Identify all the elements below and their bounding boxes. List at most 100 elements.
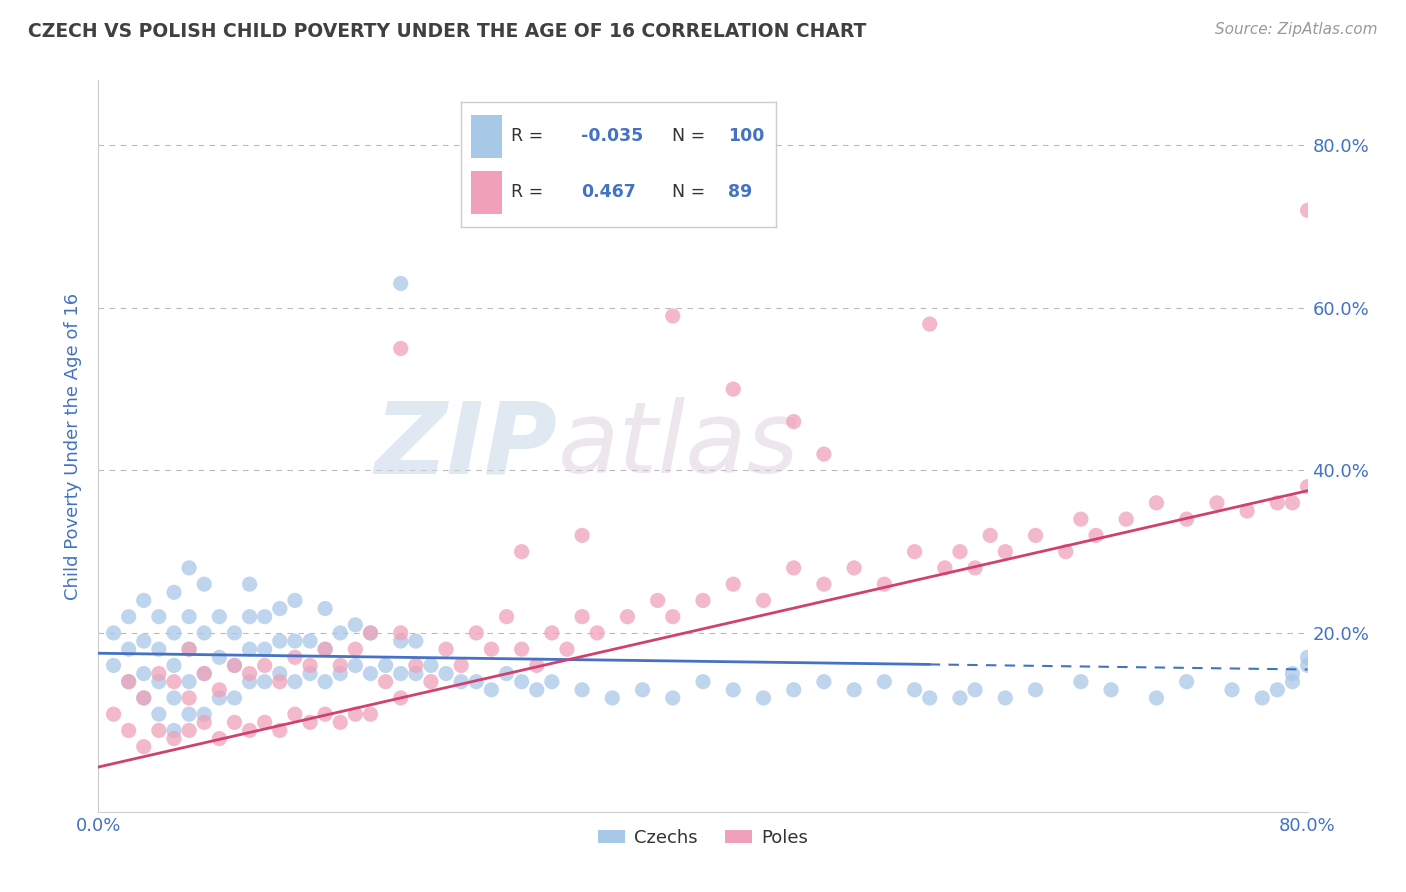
Point: [783, 415, 806, 429]
Point: [783, 682, 806, 697]
Point: [1024, 682, 1046, 697]
Point: [239, 666, 262, 681]
Point: [344, 617, 367, 632]
Point: [148, 609, 170, 624]
Point: [179, 642, 201, 657]
Point: [616, 609, 638, 624]
Point: [510, 544, 533, 558]
Point: [934, 561, 956, 575]
Point: [314, 642, 336, 657]
Point: [284, 707, 307, 722]
Point: [420, 658, 443, 673]
Point: [783, 561, 806, 575]
Point: [208, 690, 231, 705]
Point: [329, 715, 352, 730]
Point: [1220, 682, 1243, 697]
Point: [208, 731, 231, 746]
Point: [163, 674, 186, 689]
Point: [314, 642, 336, 657]
Point: [148, 666, 170, 681]
Point: [389, 342, 412, 356]
Point: [873, 674, 896, 689]
Point: [1024, 528, 1046, 542]
Point: [132, 666, 155, 681]
Point: [132, 634, 155, 648]
Point: [193, 666, 215, 681]
Point: [239, 577, 262, 591]
Point: [193, 666, 215, 681]
Point: [224, 715, 246, 730]
Point: [224, 658, 246, 673]
Point: [965, 682, 987, 697]
Point: [253, 658, 276, 673]
Point: [1144, 496, 1167, 510]
Point: [374, 658, 396, 673]
Point: [179, 690, 201, 705]
Point: [179, 561, 201, 575]
Point: [571, 609, 593, 624]
Point: [434, 666, 457, 681]
Y-axis label: Child Poverty Under the Age of 16: Child Poverty Under the Age of 16: [65, 293, 83, 599]
Point: [602, 690, 624, 705]
Point: [253, 609, 276, 624]
Point: [873, 577, 896, 591]
Point: [163, 585, 186, 599]
Point: [284, 634, 307, 648]
Point: [1281, 674, 1303, 689]
Point: [723, 382, 745, 396]
Point: [844, 682, 866, 697]
Point: [844, 561, 866, 575]
Point: [526, 658, 548, 673]
Text: Source: ZipAtlas.com: Source: ZipAtlas.com: [1215, 22, 1378, 37]
Point: [163, 658, 186, 673]
Point: [360, 626, 382, 640]
Point: [314, 601, 336, 615]
Point: [661, 609, 683, 624]
Point: [179, 609, 201, 624]
Point: [299, 634, 322, 648]
Point: [208, 609, 231, 624]
Point: [1267, 682, 1289, 697]
Point: [179, 642, 201, 657]
Point: [495, 666, 517, 681]
Point: [965, 561, 987, 575]
Point: [163, 731, 186, 746]
Text: CZECH VS POLISH CHILD POVERTY UNDER THE AGE OF 16 CORRELATION CHART: CZECH VS POLISH CHILD POVERTY UNDER THE …: [28, 22, 866, 41]
Point: [224, 626, 246, 640]
Text: ZIP: ZIP: [375, 398, 558, 494]
Point: [918, 690, 941, 705]
Point: [1296, 658, 1319, 673]
Point: [813, 674, 835, 689]
Point: [179, 707, 201, 722]
Point: [692, 674, 714, 689]
Point: [1281, 496, 1303, 510]
Point: [1236, 504, 1258, 518]
Point: [360, 666, 382, 681]
Point: [813, 577, 835, 591]
Point: [132, 593, 155, 607]
Point: [269, 666, 291, 681]
Point: [465, 626, 488, 640]
Point: [374, 674, 396, 689]
Point: [1281, 666, 1303, 681]
Point: [1296, 203, 1319, 218]
Point: [1054, 544, 1077, 558]
Point: [495, 609, 517, 624]
Point: [647, 593, 669, 607]
Point: [163, 690, 186, 705]
Point: [1085, 528, 1108, 542]
Point: [132, 690, 155, 705]
Point: [1144, 690, 1167, 705]
Point: [284, 593, 307, 607]
Point: [692, 593, 714, 607]
Point: [752, 593, 775, 607]
Point: [253, 715, 276, 730]
Point: [118, 642, 141, 657]
Point: [344, 658, 367, 673]
Point: [103, 707, 125, 722]
Point: [540, 674, 562, 689]
Point: [510, 674, 533, 689]
Point: [389, 690, 412, 705]
Point: [253, 642, 276, 657]
Point: [1115, 512, 1137, 526]
